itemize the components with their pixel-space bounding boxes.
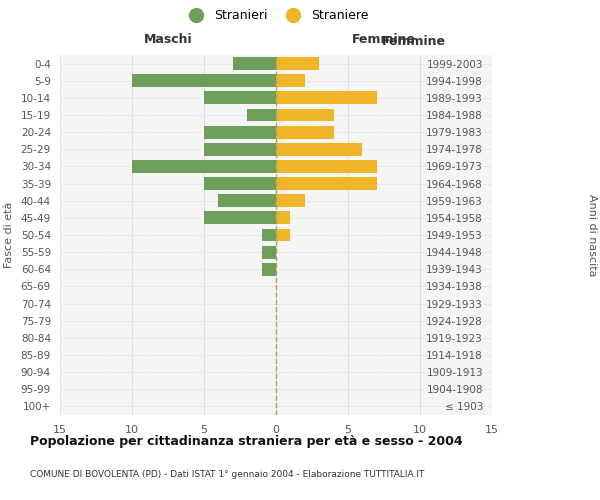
- Bar: [233, 57, 276, 70]
- Bar: [262, 263, 276, 276]
- Bar: [204, 126, 276, 138]
- Text: Femmine: Femmine: [352, 33, 416, 46]
- Legend: Stranieri, Straniere: Stranieri, Straniere: [178, 4, 374, 27]
- Text: Anni di nascita: Anni di nascita: [587, 194, 597, 276]
- Bar: [276, 228, 290, 241]
- Text: Femmine: Femmine: [382, 35, 446, 48]
- Bar: [247, 108, 276, 122]
- Bar: [276, 212, 290, 224]
- Bar: [276, 143, 362, 156]
- Text: Maschi: Maschi: [143, 33, 193, 46]
- Bar: [204, 143, 276, 156]
- Bar: [132, 160, 276, 173]
- Bar: [276, 177, 377, 190]
- Y-axis label: Fasce di età: Fasce di età: [4, 202, 14, 268]
- Bar: [276, 74, 305, 87]
- Bar: [204, 212, 276, 224]
- Bar: [218, 194, 276, 207]
- Bar: [276, 92, 377, 104]
- Bar: [276, 57, 319, 70]
- Bar: [276, 194, 305, 207]
- Text: COMUNE DI BOVOLENTA (PD) - Dati ISTAT 1° gennaio 2004 - Elaborazione TUTTITALIA.: COMUNE DI BOVOLENTA (PD) - Dati ISTAT 1°…: [30, 470, 424, 479]
- Bar: [204, 177, 276, 190]
- Bar: [262, 228, 276, 241]
- Bar: [204, 92, 276, 104]
- Text: Popolazione per cittadinanza straniera per età e sesso - 2004: Popolazione per cittadinanza straniera p…: [30, 435, 463, 448]
- Bar: [262, 246, 276, 258]
- Bar: [276, 126, 334, 138]
- Bar: [276, 160, 377, 173]
- Bar: [276, 108, 334, 122]
- Bar: [132, 74, 276, 87]
